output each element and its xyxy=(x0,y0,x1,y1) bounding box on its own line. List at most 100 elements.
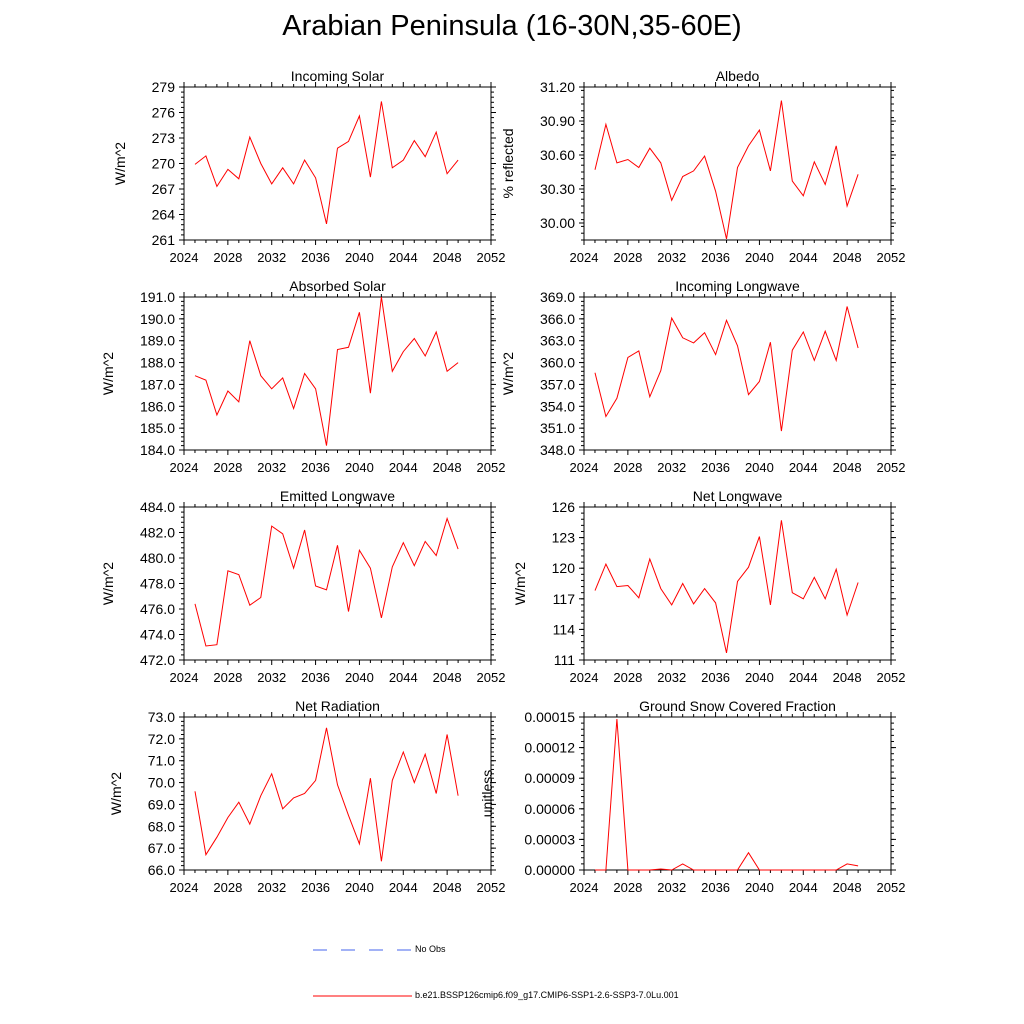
panel-frame xyxy=(583,86,892,241)
x-tick-label: 2048 xyxy=(433,880,462,895)
x-tick-label: 2044 xyxy=(789,880,818,895)
y-tick-label: 484.0 xyxy=(140,499,175,515)
series-line-model xyxy=(194,101,459,225)
x-tick-label: 2048 xyxy=(833,670,862,685)
y-tick-label: 187.0 xyxy=(140,376,175,392)
x-tick-label: 2028 xyxy=(213,250,242,265)
y-tick-label: 279 xyxy=(152,79,176,95)
x-tick-label: 2052 xyxy=(877,250,906,265)
y-tick-label: 31.20 xyxy=(540,79,575,95)
x-tick-label: 2024 xyxy=(170,880,199,895)
series-line-model xyxy=(194,516,459,647)
y-tick-label: 191.0 xyxy=(140,289,175,305)
x-tick-label: 2048 xyxy=(833,460,862,475)
x-tick-label: 2036 xyxy=(301,670,330,685)
y-tick-label: 185.0 xyxy=(140,420,175,436)
y-tick-label: 66.0 xyxy=(148,862,175,878)
series-line-model xyxy=(594,520,859,654)
y-tick-label: 0.00003 xyxy=(524,831,575,847)
y-axis-label: W/m^2 xyxy=(112,142,128,185)
y-tick-label: 351.0 xyxy=(540,420,575,436)
y-axis-label: W/m^2 xyxy=(100,352,116,395)
y-tick-label: 126 xyxy=(552,499,576,515)
y-tick-label: 360.0 xyxy=(540,355,575,371)
x-tick-label: 2036 xyxy=(301,460,330,475)
x-tick-label: 2036 xyxy=(701,880,730,895)
y-tick-label: 0.00006 xyxy=(524,801,575,817)
panel-2: Albedo % reflected 2024 2028 2032 2036 2040 204… xyxy=(500,68,905,265)
y-tick-label: 366.0 xyxy=(540,311,575,327)
y-tick-label: 273 xyxy=(152,130,176,146)
y-tick-label: 190.0 xyxy=(140,311,175,327)
x-tick-label: 2052 xyxy=(877,670,906,685)
x-tick-label: 2032 xyxy=(657,460,686,475)
x-tick-label: 2040 xyxy=(745,460,774,475)
y-tick-label: 267 xyxy=(152,181,176,197)
legend-label-obs: No Obs xyxy=(415,944,446,954)
x-tick-label: 2048 xyxy=(433,460,462,475)
x-tick-label: 2024 xyxy=(570,670,599,685)
x-tick-label: 2040 xyxy=(745,250,774,265)
y-tick-label: 0.00012 xyxy=(524,740,575,756)
panel-frame xyxy=(183,86,492,241)
x-tick-label: 2040 xyxy=(745,880,774,895)
panel-frame xyxy=(183,716,492,871)
y-tick-label: 348.0 xyxy=(540,442,575,458)
y-tick-label: 186.0 xyxy=(140,398,175,414)
x-tick-label: 2024 xyxy=(570,250,599,265)
y-tick-label: 270 xyxy=(152,156,176,172)
y-tick-label: 73.0 xyxy=(148,709,175,725)
panel-title: Incoming Solar xyxy=(291,68,385,84)
y-tick-label: 69.0 xyxy=(148,796,175,812)
figure-title: Arabian Peninsula (16-30N,35-60E) xyxy=(282,10,742,42)
x-tick-label: 2040 xyxy=(345,670,374,685)
x-tick-label: 2044 xyxy=(389,670,418,685)
x-tick-label: 2040 xyxy=(345,460,374,475)
x-tick-label: 2036 xyxy=(701,670,730,685)
y-axis-label: W/m^2 xyxy=(500,352,516,395)
x-tick-label: 2044 xyxy=(389,460,418,475)
y-tick-label: 30.30 xyxy=(540,181,575,197)
y-tick-label: 474.0 xyxy=(140,627,175,643)
x-tick-label: 2024 xyxy=(170,250,199,265)
panel-frame xyxy=(583,296,892,451)
x-tick-label: 2032 xyxy=(257,250,286,265)
x-tick-label: 2032 xyxy=(257,880,286,895)
y-tick-label: 369.0 xyxy=(540,289,575,305)
panel-5: Emitted Longwave W/m^2 2024 2028 2032 2036 204… xyxy=(100,488,505,685)
x-tick-label: 2052 xyxy=(877,880,906,895)
y-tick-label: 70.0 xyxy=(148,775,175,791)
y-tick-label: 0.00015 xyxy=(524,709,575,725)
x-tick-label: 2036 xyxy=(301,250,330,265)
legend-label-model: b.e21.BSSP126cmip6.f09_g17.CMIP6-SSP1-2.… xyxy=(415,990,679,1000)
x-tick-label: 2044 xyxy=(789,670,818,685)
y-tick-label: 188.0 xyxy=(140,355,175,371)
x-tick-label: 2024 xyxy=(170,670,199,685)
y-tick-label: 68.0 xyxy=(148,818,175,834)
x-tick-label: 2040 xyxy=(745,670,774,685)
y-tick-label: 0.00009 xyxy=(524,770,575,786)
x-tick-label: 2028 xyxy=(613,670,642,685)
y-tick-label: 189.0 xyxy=(140,333,175,349)
series-line-model xyxy=(594,100,859,240)
y-tick-label: 276 xyxy=(152,105,176,121)
x-tick-label: 2044 xyxy=(389,880,418,895)
x-tick-label: 2028 xyxy=(613,460,642,475)
panel-title: Emitted Longwave xyxy=(280,488,395,504)
x-tick-label: 2024 xyxy=(570,460,599,475)
y-tick-label: 478.0 xyxy=(140,576,175,592)
x-tick-label: 2044 xyxy=(789,460,818,475)
y-tick-label: 354.0 xyxy=(540,398,575,414)
x-tick-label: 2052 xyxy=(477,250,506,265)
x-tick-label: 2048 xyxy=(433,250,462,265)
x-tick-label: 2052 xyxy=(477,670,506,685)
y-tick-label: 482.0 xyxy=(140,525,175,541)
x-tick-label: 2028 xyxy=(213,670,242,685)
panel-title: Albedo xyxy=(716,68,760,84)
panel-frame xyxy=(583,716,892,871)
y-axis-label: W/m^2 xyxy=(108,772,124,815)
x-tick-label: 2032 xyxy=(657,880,686,895)
y-tick-label: 120 xyxy=(552,560,576,576)
y-tick-label: 111 xyxy=(554,652,575,668)
